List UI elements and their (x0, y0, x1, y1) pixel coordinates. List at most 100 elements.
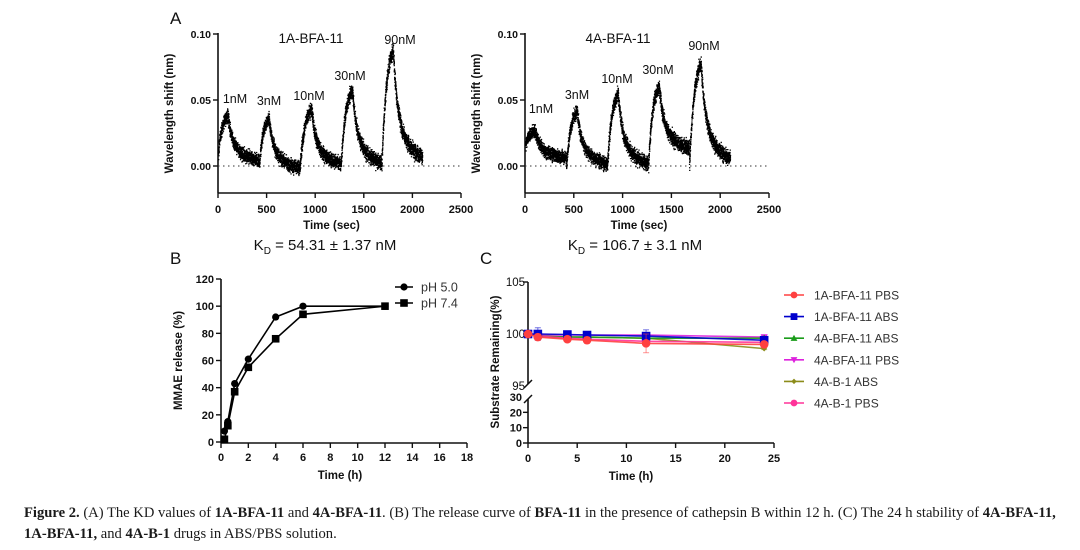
legend-item: pH 7.4 (395, 297, 458, 311)
x-axis-label: Time (sec) (611, 220, 668, 232)
data-point (759, 340, 769, 349)
data-point (220, 435, 229, 444)
series-pH-7-4 (220, 302, 389, 444)
figure-caption: Figure 2. (A) The KD values of 1A-BFA-11… (24, 503, 1064, 545)
x-tick-label: 1500 (352, 204, 376, 216)
x-tick-label: 8 (327, 452, 333, 464)
x-axis-label: Time (h) (318, 470, 363, 482)
y-tick-label: 0 (208, 437, 214, 449)
injection-trace-3nM (565, 105, 609, 173)
y-tick-label: 0.00 (191, 161, 212, 173)
y-tick-label: 120 (196, 274, 214, 286)
sensorgram-points (525, 124, 568, 166)
x-tick-label: 12 (379, 452, 391, 464)
data-point (582, 330, 592, 340)
x-tick-label: 1500 (659, 204, 683, 216)
y-tick-label: 0.05 (191, 95, 212, 107)
concentration-label: 90nM (688, 39, 719, 53)
x-tick-label: 2000 (708, 204, 732, 216)
y-tick-label: 95 (512, 381, 525, 393)
kd-k: K (254, 237, 264, 254)
legend-label: pH 5.0 (421, 281, 458, 295)
x-tick-label: 1000 (610, 204, 634, 216)
legend-item: 1A-BFA-11 ABS (784, 310, 899, 324)
legend-item: 4A-BFA-11 ABS (784, 332, 899, 346)
data-point (790, 399, 798, 407)
kd-value-label: KD = 54.31 ± 1.37 nM (254, 237, 397, 257)
caption-bold-text: Figure 2. (24, 505, 80, 521)
injection-trace-1nM (217, 108, 261, 168)
x-tick-label: 500 (565, 204, 583, 216)
y-tick-label: 100 (506, 329, 525, 341)
data-point (790, 313, 798, 320)
legend-item: 1A-BFA-11 PBS (784, 289, 899, 303)
series-1a-bfa-11-pbs (523, 329, 769, 354)
injection-trace-90nM (688, 56, 732, 171)
legend-item: 4A-B-1 ABS (784, 375, 878, 389)
x-tick-label: 2500 (757, 204, 781, 216)
legend-item: 4A-BFA-11 PBS (784, 353, 899, 367)
data-point (230, 387, 239, 396)
x-tick-label: 15 (669, 453, 681, 465)
x-tick-label: 6 (300, 452, 306, 464)
y-tick-label: 0.00 (498, 161, 519, 173)
data-point (791, 378, 797, 385)
injection-trace-30nM (340, 85, 383, 172)
legend-marker (400, 283, 408, 291)
sensorgram-points (648, 80, 691, 174)
caption-bold-text: 4A-BFA-11, 1A-BFA-11, (24, 505, 1056, 542)
data-point (272, 313, 280, 321)
concentration-label: 1nM (529, 102, 553, 116)
concentration-label: 3nM (565, 88, 589, 102)
x-axis-label: Time (sec) (303, 220, 360, 232)
series-line (223, 305, 386, 440)
x-tick-label: 2 (245, 452, 251, 464)
concentration-label: 3nM (257, 94, 281, 108)
x-tick-label: 20 (719, 453, 731, 465)
panel-label-c: C (480, 249, 492, 268)
panel-label-b: B (170, 249, 181, 268)
caption-text: (A) The KD values of (79, 505, 215, 521)
data-point (523, 329, 533, 339)
x-tick-label: 10 (352, 452, 364, 464)
kd-value-label: KD = 106.7 ± 3.1 nM (568, 237, 702, 257)
y-tick-label: 100 (196, 301, 214, 313)
x-tick-label: 2500 (449, 204, 473, 216)
x-tick-label: 25 (768, 453, 780, 465)
x-tick-label: 2000 (400, 204, 424, 216)
injection-trace-1nM (525, 124, 568, 166)
y-axis-label: MMAE release (%) (173, 311, 185, 410)
data-point (224, 421, 232, 430)
kd-rest: = 106.7 ± 3.1 nM (585, 237, 702, 254)
kd-subscript: D (264, 246, 271, 257)
y-tick-label: 40 (202, 383, 214, 395)
data-point (231, 379, 239, 388)
concentration-label: 10nM (601, 72, 632, 86)
sensorgram-points (299, 102, 342, 172)
caption-bold-text: BFA-11 (534, 505, 582, 521)
y-tick-label: 0.10 (191, 29, 212, 41)
data-point (641, 339, 651, 348)
concentration-label: 30nM (334, 69, 365, 83)
data-point (271, 334, 280, 343)
chart-title: 4A-BFA-11 (585, 31, 650, 46)
legend-item: pH 5.0 (395, 281, 458, 295)
data-point (299, 302, 307, 310)
x-tick-label: 1000 (303, 204, 327, 216)
legend-label: 4A-BFA-11 PBS (814, 353, 899, 367)
data-point (244, 355, 252, 363)
axis-break-mark (523, 394, 533, 404)
x-tick-label: 0 (522, 204, 528, 216)
data-point (533, 332, 543, 342)
legend-label: 4A-B-1 PBS (814, 397, 879, 411)
y-tick-label: 0.05 (498, 95, 519, 107)
concentration-label: 10nM (293, 89, 324, 103)
y-axis-label: Substrate Remaining(%) (490, 295, 502, 428)
x-tick-label: 18 (461, 452, 473, 464)
caption-text: drugs in ABS/PBS solution. (170, 526, 337, 542)
legend-label: 4A-BFA-11 ABS (814, 332, 899, 346)
panel-a1-sensorgram: 0.00 0.05 0.10 0 500 1000 1500 2000 2500 Time (se… (164, 29, 473, 257)
data-point (244, 363, 253, 372)
sensorgram-points (258, 110, 301, 177)
